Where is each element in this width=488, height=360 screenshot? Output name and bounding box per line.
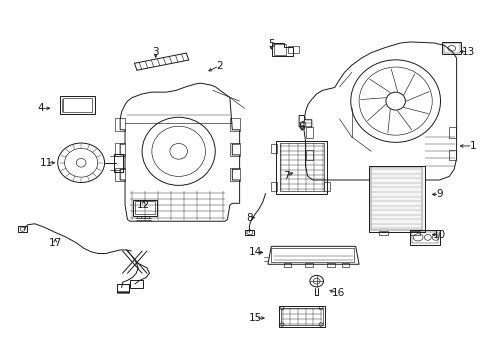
Bar xyxy=(245,230,254,234)
Bar xyxy=(271,144,277,153)
Bar xyxy=(305,263,312,267)
Text: 5: 5 xyxy=(267,40,274,49)
Bar xyxy=(133,200,157,216)
Bar xyxy=(60,96,95,114)
Bar xyxy=(368,166,424,232)
Bar xyxy=(117,291,129,293)
Text: 8: 8 xyxy=(245,213,252,222)
Bar xyxy=(441,42,461,54)
Bar xyxy=(443,43,459,53)
Text: 13: 13 xyxy=(461,46,474,57)
Text: 17: 17 xyxy=(49,238,62,248)
Bar xyxy=(135,201,155,215)
Bar xyxy=(117,284,129,292)
Bar xyxy=(305,127,312,138)
Bar xyxy=(409,230,439,244)
Text: 14: 14 xyxy=(248,247,261,257)
Text: 3: 3 xyxy=(152,46,159,57)
Bar xyxy=(283,263,290,267)
Bar xyxy=(448,127,455,138)
Bar xyxy=(115,118,125,131)
Bar xyxy=(273,44,285,55)
Text: 4: 4 xyxy=(38,103,44,113)
Bar xyxy=(229,143,239,156)
Bar xyxy=(63,98,92,112)
Text: 11: 11 xyxy=(40,158,53,168)
Bar xyxy=(114,154,123,172)
Bar xyxy=(305,149,312,160)
Bar xyxy=(279,143,324,192)
Bar xyxy=(229,168,239,181)
Bar xyxy=(411,231,437,243)
Bar xyxy=(370,167,422,230)
Text: 12: 12 xyxy=(137,200,150,210)
Bar xyxy=(115,168,125,181)
Text: 1: 1 xyxy=(468,141,475,151)
Bar xyxy=(271,182,277,191)
Bar xyxy=(448,149,455,160)
Bar xyxy=(288,46,299,53)
Bar xyxy=(324,182,329,191)
Bar xyxy=(115,143,125,156)
Bar xyxy=(378,231,387,234)
Text: 2: 2 xyxy=(215,61,222,71)
Bar xyxy=(327,263,334,267)
Bar xyxy=(276,140,327,194)
Text: 15: 15 xyxy=(248,313,261,323)
Bar xyxy=(409,231,419,234)
Bar xyxy=(18,226,27,232)
Text: 16: 16 xyxy=(331,288,344,298)
Bar xyxy=(278,306,325,327)
Bar xyxy=(271,248,353,262)
Text: 9: 9 xyxy=(435,189,442,199)
Text: 6: 6 xyxy=(298,122,305,132)
Bar xyxy=(281,308,322,325)
Text: 7: 7 xyxy=(282,171,289,181)
Bar xyxy=(341,263,348,267)
Bar xyxy=(229,118,239,131)
Bar xyxy=(130,280,142,288)
Text: 10: 10 xyxy=(432,230,445,239)
